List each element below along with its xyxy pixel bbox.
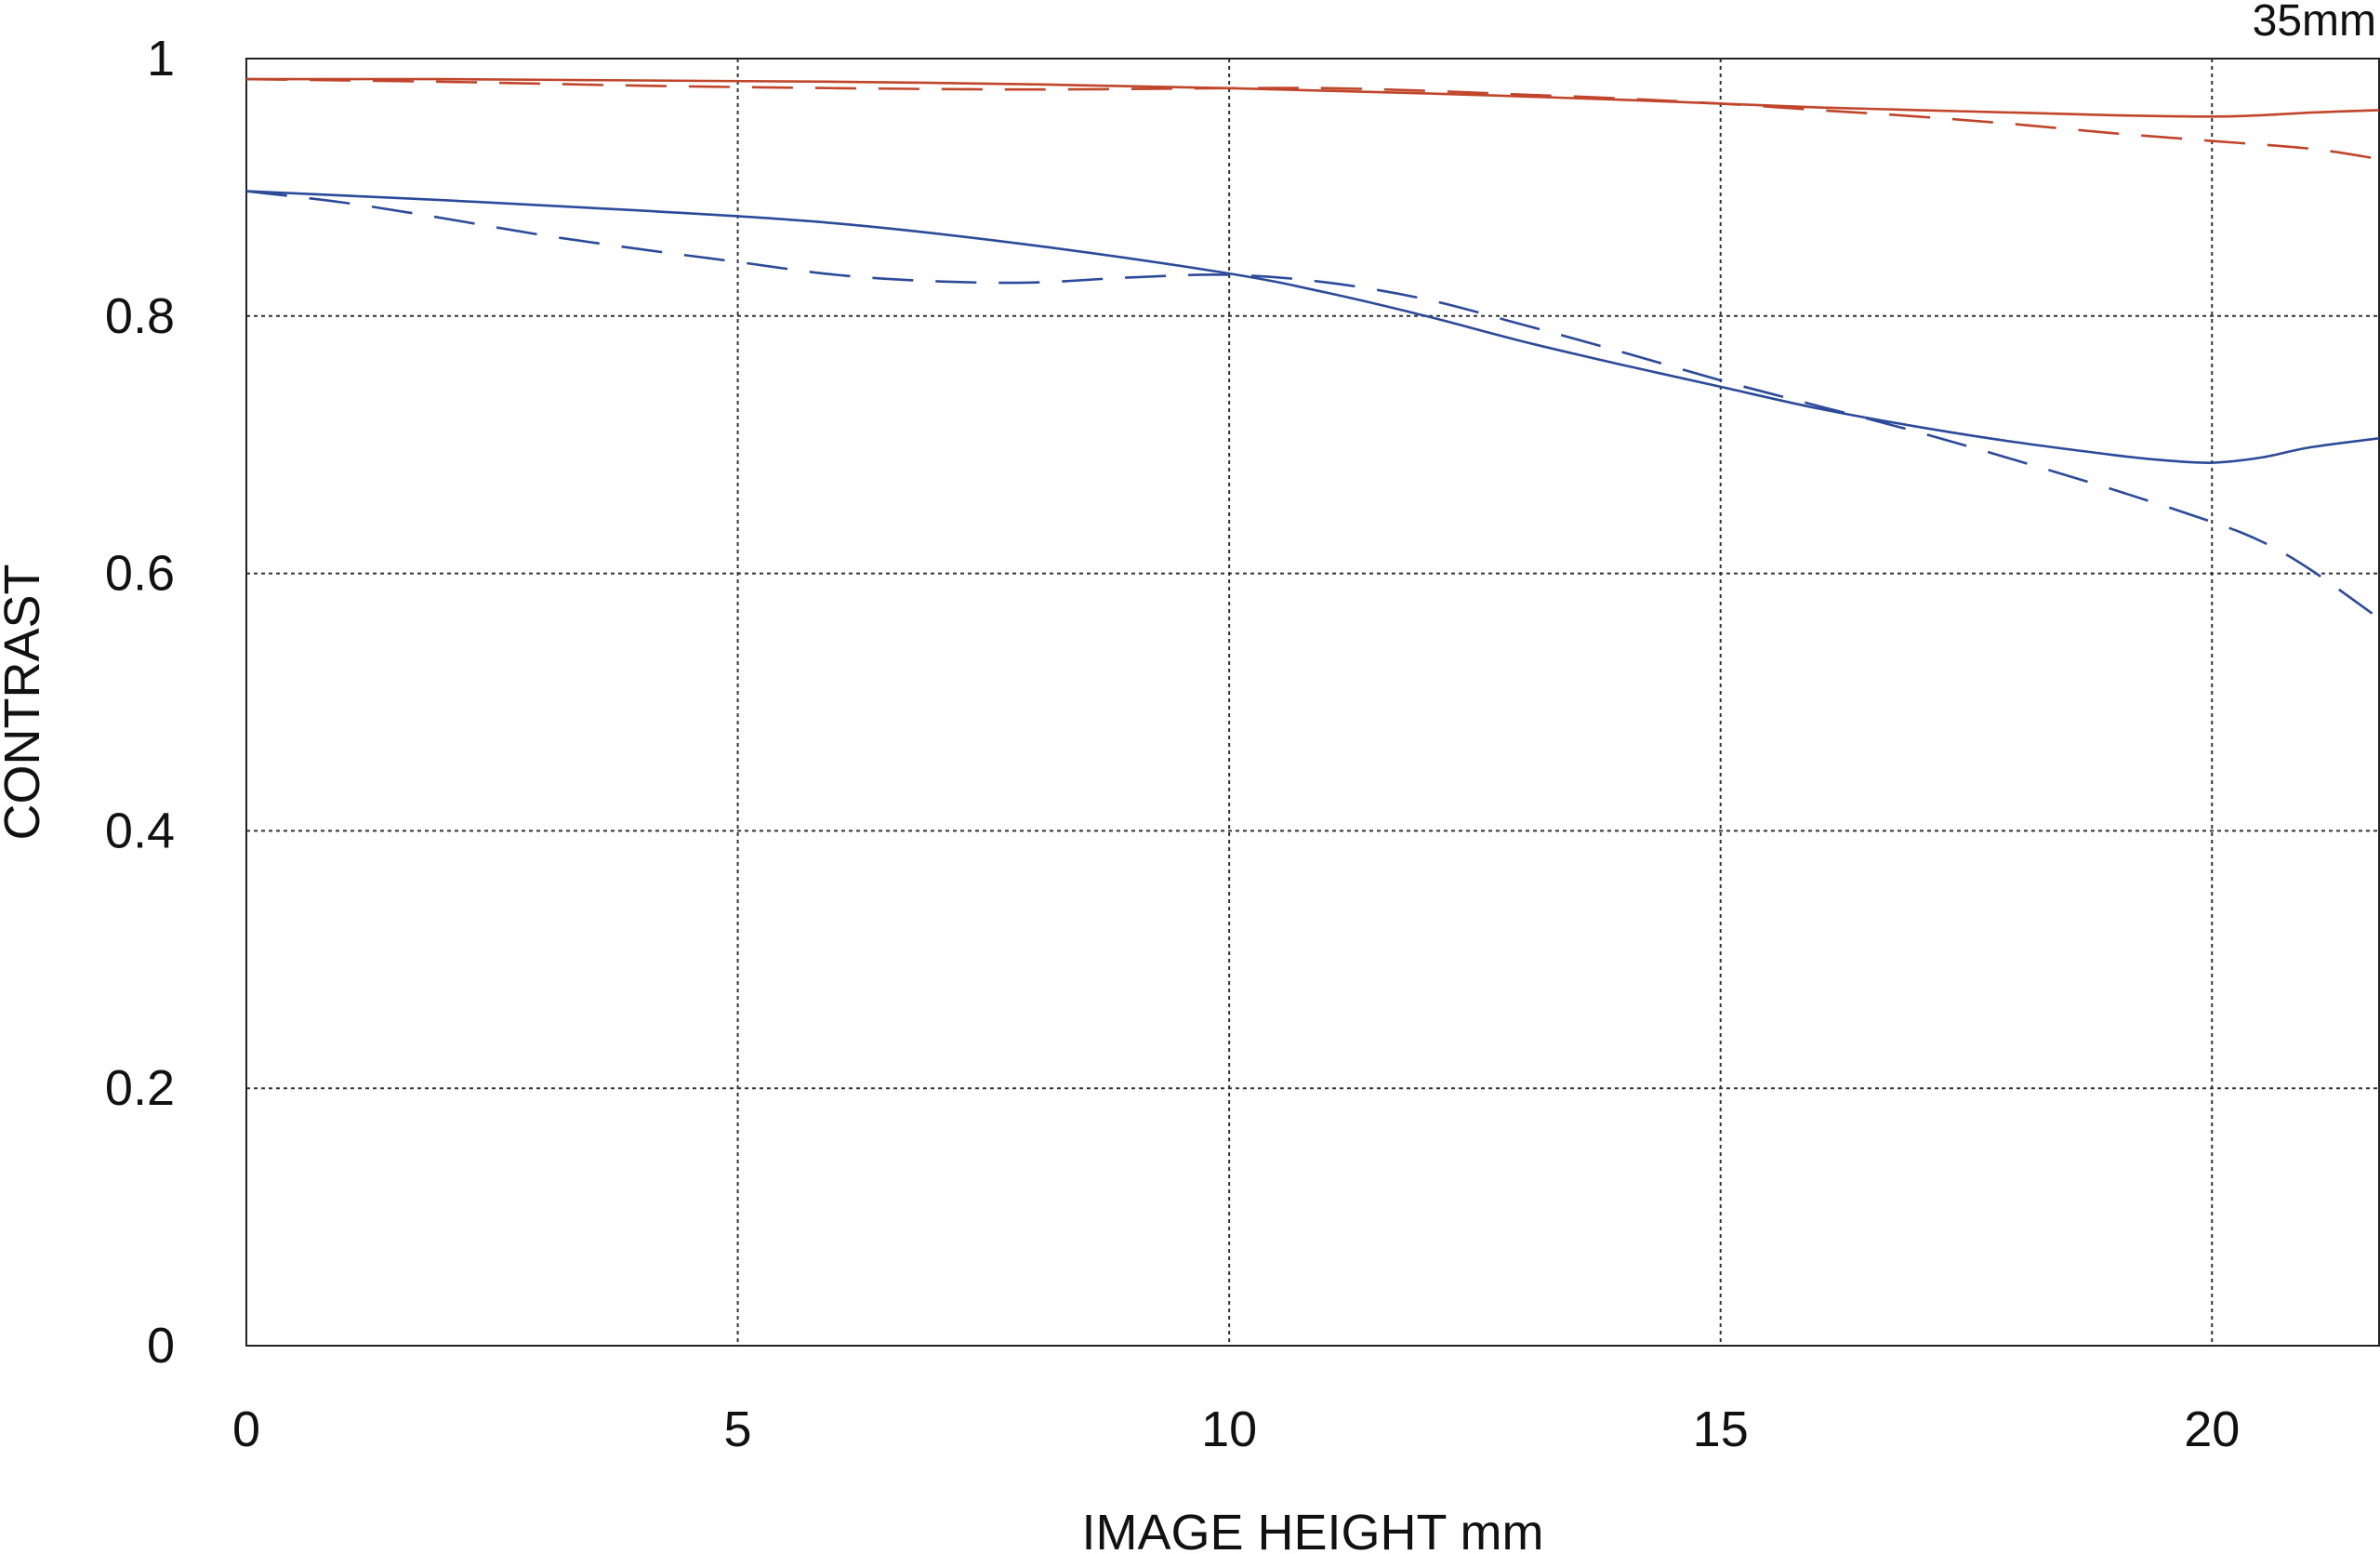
- meridional-blue-dashed-line: [245, 190, 2380, 620]
- y-tick-label: 0: [147, 1318, 175, 1374]
- x-axis-title: IMAGE HEIGHT mm: [1081, 1505, 1543, 1554]
- sagittal-blue-solid-line: [245, 190, 2380, 464]
- y-tick-label: 0.4: [105, 803, 175, 858]
- meridional-red-dashed-line: [245, 77, 2380, 161]
- grid-layer: [246, 59, 2379, 1346]
- y-tick-label: 0.6: [105, 546, 175, 602]
- y-tick-labels: 0 0.2 0.4 0.6 0.8 1: [105, 31, 175, 1374]
- y-tick-label: 1: [147, 31, 175, 86]
- x-tick-labels: 0 5 10 15 20: [232, 1401, 2240, 1457]
- y-tick-label: 0.2: [105, 1060, 175, 1116]
- y-axis-title: CONTRAST: [0, 564, 50, 841]
- x-tick-label: 0: [232, 1401, 260, 1457]
- x-tick-label: 20: [2184, 1401, 2240, 1457]
- sagittal-red-solid-line: [245, 77, 2380, 118]
- x-tick-label: 15: [1693, 1401, 1749, 1457]
- focal-length-label: 35mm: [2253, 0, 2376, 46]
- x-tick-label: 5: [724, 1401, 752, 1457]
- y-tick-label: 0.8: [105, 288, 175, 344]
- plot-area-frame: [245, 58, 2380, 1347]
- series-layer: [245, 77, 2380, 620]
- x-tick-label: 10: [1201, 1401, 1257, 1457]
